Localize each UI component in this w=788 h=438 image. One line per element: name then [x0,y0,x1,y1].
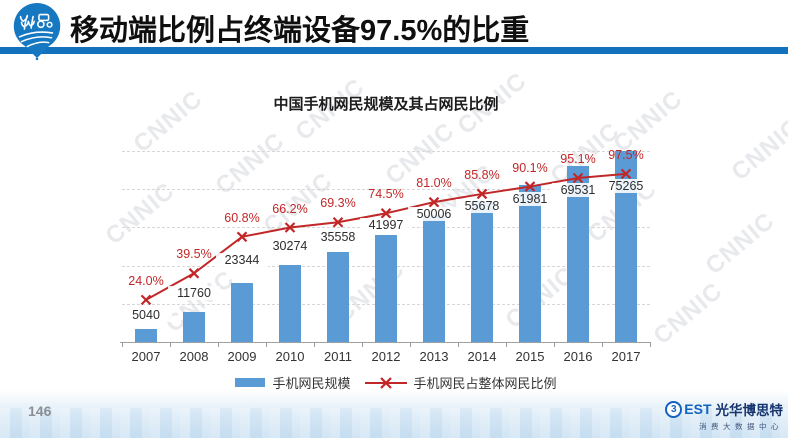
x-axis-tick [170,343,171,347]
bar-2011 [327,251,349,342]
bar-value-label: 11760 [168,285,220,300]
x-tick-label-2014: 2014 [467,349,497,364]
x-axis-tick [362,343,363,347]
footer-logo-subtitle: 消费大数据中心 [699,422,783,431]
legend-bar-swatch [235,378,266,387]
x-axis-tick [218,343,219,347]
bar-value-label: 30274 [264,239,316,254]
x-axis-tick [314,343,315,347]
x-axis-tick [122,343,123,347]
chart-title: 中国手机网民规模及其占网民比例 [273,96,499,113]
x-axis [120,342,651,343]
x-tick-label-2016: 2016 [563,349,593,364]
legend-bar-label: 手机网民规模 [272,376,351,391]
legend-item-line: 手机网民占整体网民比例 [364,373,557,392]
chart-legend: 手机网民规模 手机网民占整体网民比例 [122,373,670,392]
bar-value-label: 23344 [216,252,268,267]
bar-value-label: 50006 [408,207,460,222]
x-tick-label-2008: 2008 [179,349,209,364]
x-tick-label-2012: 2012 [371,349,401,364]
line-percent-label: 97.5% [608,147,644,162]
x-axis-tick [602,343,603,347]
bar-2014 [471,200,493,342]
farm-pin-logo-icon [13,2,61,60]
bar-value-label: 55678 [456,198,508,213]
best-logo-icon: 3 [665,400,683,418]
bar-2009 [231,282,253,342]
x-axis-tick [554,343,555,347]
line-percent-label: 24.0% [128,273,164,288]
bar-2015 [519,184,541,342]
footer-background [0,390,788,438]
x-axis-tick [506,343,507,347]
footer-logo-est: EST [684,401,712,417]
x-tick-label-2010: 2010 [275,349,305,364]
bar-2007 [135,329,157,342]
line-percent-label: 95.1% [560,151,596,166]
x-tick-label-2007: 2007 [131,349,161,364]
page-title: 移动端比例占终端设备97.5%的比重 [70,15,530,47]
footer-logo-name: 光华博思特 [715,403,784,418]
x-axis-tick [650,343,651,347]
watermark-text: CNNIC [726,113,788,186]
city-skyline-decoration [0,408,788,438]
x-tick-label-2013: 2013 [419,349,449,364]
bar-value-label: 41997 [360,218,412,233]
bar-2013 [423,215,445,342]
legend-line-swatch [364,376,407,389]
x-axis-tick [458,343,459,347]
x-axis-tick [410,343,411,347]
header-divider [0,47,788,54]
watermark-text: CNNIC [648,277,728,350]
bar-value-label: 69531 [552,182,604,197]
x-tick-label-2015: 2015 [515,349,545,364]
bar-value-label: 75265 [600,178,652,193]
bar-value-label: 35558 [312,229,364,244]
line-percent-label: 39.5% [176,247,212,262]
x-tick-label-2011: 2011 [324,349,352,364]
page-number: 146 [28,403,52,419]
legend-item-bar: 手机网民规模 [235,373,351,392]
bar-value-label: 5040 [120,307,172,322]
x-tick-label-2009: 2009 [227,349,257,364]
chart-gridline [122,151,650,152]
bar-2008 [183,312,205,342]
watermark-text: CNNIC [700,207,780,280]
footer-logo: 3 EST 光华博思特 消费大数据中心 [665,399,783,432]
bar-2012 [375,235,397,342]
legend-line-label: 手机网民占整体网民比例 [413,376,557,391]
x-axis-tick [266,343,267,347]
bar-value-label: 61981 [504,191,556,206]
x-tick-label-2017: 2017 [611,349,641,364]
bar-2010 [279,265,301,342]
